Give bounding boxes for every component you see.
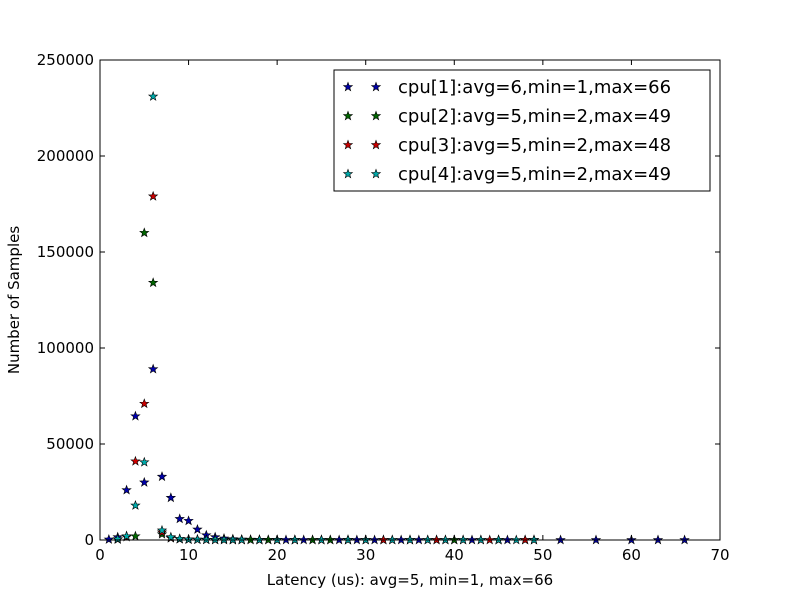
legend-label: cpu[2]:avg=5,min=2,max=49 [398,106,671,127]
data-point [280,534,292,545]
data-point [147,363,159,374]
x-tick-label: 40 [445,546,464,564]
data-point [245,534,256,545]
data-point [201,534,212,545]
data-point [218,534,230,545]
y-tick-label: 250000 [37,51,94,69]
x-tick-label: 70 [710,546,729,564]
legend-label: cpu[4]:avg=5,min=2,max=49 [398,164,671,185]
data-point [130,530,141,541]
legend-marker [370,139,382,150]
legend-box [333,69,711,192]
data-point [156,471,168,482]
x-tick-label: 0 [95,546,105,564]
legend-entry: cpu[2]:avg=5,min=2,max=49 [342,106,671,127]
data-point [139,398,150,409]
y-axis-label: Number of Samples [5,226,23,374]
y-tick-label: 150000 [37,243,94,261]
axis-ticks: 0 10 20 30 40 50 60 70 0 50000 100000 150000 200000 2… [37,51,730,564]
data-point [192,523,203,534]
y-tick-label: 50000 [46,435,94,453]
data-point [147,190,159,201]
data-point [236,534,247,545]
data-point [183,515,194,526]
legend-entry: cpu[1]:avg=6,min=1,max=66 [342,77,671,98]
legend-marker [370,81,382,92]
data-point [139,456,150,467]
series-3 [112,190,531,545]
plot-frame [99,59,721,541]
x-tick-label: 50 [533,546,552,564]
y-tick-label: 100000 [37,339,94,357]
series-2 [112,227,540,545]
data-point [298,534,309,545]
data-point [209,534,221,545]
legend-marker [370,110,382,121]
data-point [156,524,168,535]
data-point [174,533,185,544]
data-point [165,531,177,542]
legend-entry: cpu[3]:avg=5,min=2,max=48 [342,135,671,156]
y-tick-label: 0 [84,531,94,549]
data-point [147,277,159,288]
data-point [121,530,132,541]
legend-label: cpu[3]:avg=5,min=2,max=48 [398,135,671,156]
data-point [147,91,159,101]
data-point [139,476,150,487]
legend-marker [342,139,354,150]
y-tick-label: 200000 [37,147,94,165]
legend: cpu[1]:avg=6,min=1,max=66 cpu[2]:avg=5,mi… [333,69,711,192]
legend-marker [370,168,382,179]
data-point [139,227,150,238]
x-tick-label: 20 [268,546,287,564]
data-point [227,534,239,545]
data-point [112,533,123,544]
data-point [130,410,141,421]
x-tick-label: 10 [179,546,198,564]
data-point [130,455,141,466]
x-axis-label: Latency (us): avg=5, min=1, max=66 [267,571,553,589]
data-point [103,533,115,544]
x-tick-label: 30 [356,546,375,564]
legend-entry: cpu[4]:avg=5,min=2,max=49 [342,164,671,185]
legend-label: cpu[1]:avg=6,min=1,max=66 [398,77,671,98]
data-point [130,499,141,510]
legend-marker [342,110,354,121]
series-1 [103,363,690,545]
x-tick-label: 60 [622,546,641,564]
legend-marker [342,81,354,92]
data-point [174,513,185,524]
data-point [121,484,132,495]
data-point [165,492,177,503]
data-point [192,534,203,545]
legend-marker [342,168,354,179]
